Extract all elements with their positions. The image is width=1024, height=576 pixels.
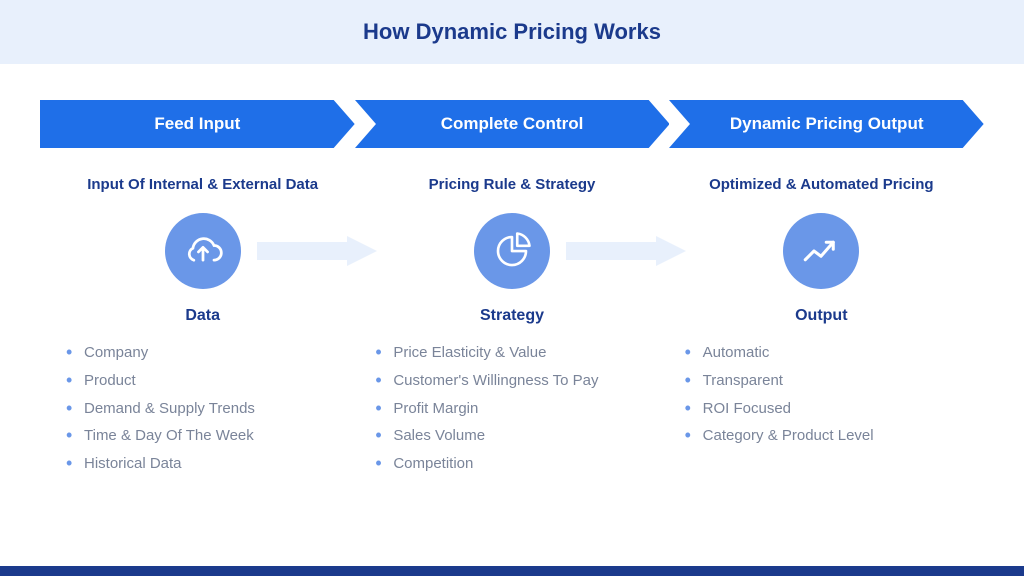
flow-arrow-icon xyxy=(566,236,686,266)
bullet-list: Price Elasticity & ValueCustomer's Willi… xyxy=(365,339,598,478)
list-item: Sales Volume xyxy=(375,422,598,450)
chevron-label: Feed Input xyxy=(146,114,248,134)
flow-arrow-icon xyxy=(257,236,377,266)
list-item: Product xyxy=(66,367,255,395)
section-label: Strategy xyxy=(480,307,544,325)
chevron-stage-2: Dynamic Pricing Output xyxy=(669,100,984,148)
column-subtitle: Input Of Internal & External Data xyxy=(87,176,318,193)
trend-up-icon xyxy=(783,213,859,289)
chevron-label: Dynamic Pricing Output xyxy=(722,114,932,134)
chevron-label: Complete Control xyxy=(433,114,592,134)
chevron-stage-1: Complete Control xyxy=(355,100,670,148)
bullet-list: CompanyProductDemand & Supply TrendsTime… xyxy=(56,339,255,478)
cloud-upload-icon xyxy=(165,213,241,289)
bullet-list: AutomaticTransparentROI FocusedCategory … xyxy=(675,339,874,450)
icon-row xyxy=(56,213,349,289)
list-item: Price Elasticity & Value xyxy=(375,339,598,367)
footer-bar xyxy=(0,566,1024,576)
list-item: Competition xyxy=(375,450,598,478)
list-item: Historical Data xyxy=(66,450,255,478)
icon-row xyxy=(675,213,968,289)
column-subtitle: Pricing Rule & Strategy xyxy=(429,176,596,193)
list-item: Profit Margin xyxy=(375,395,598,423)
column-1: Pricing Rule & Strategy Strategy Price El… xyxy=(365,176,658,478)
page-title: How Dynamic Pricing Works xyxy=(363,19,661,45)
chevron-stage-0: Feed Input xyxy=(40,100,355,148)
list-item: Demand & Supply Trends xyxy=(66,395,255,423)
chevron-row: Feed Input Complete Control Dynamic Pric… xyxy=(40,100,984,148)
column-2: Optimized & Automated Pricing Output Auto… xyxy=(675,176,968,478)
icon-row xyxy=(365,213,658,289)
columns-container: Input Of Internal & External Data Data Co… xyxy=(56,176,968,478)
column-0: Input Of Internal & External Data Data Co… xyxy=(56,176,349,478)
section-label: Data xyxy=(185,307,220,325)
list-item: Automatic xyxy=(685,339,874,367)
pie-chart-icon xyxy=(474,213,550,289)
list-item: Customer's Willingness To Pay xyxy=(375,367,598,395)
header-bar: How Dynamic Pricing Works xyxy=(0,0,1024,64)
list-item: ROI Focused xyxy=(685,395,874,423)
section-label: Output xyxy=(795,307,847,325)
list-item: Time & Day Of The Week xyxy=(66,422,255,450)
list-item: Category & Product Level xyxy=(685,422,874,450)
column-subtitle: Optimized & Automated Pricing xyxy=(709,176,933,193)
list-item: Company xyxy=(66,339,255,367)
list-item: Transparent xyxy=(685,367,874,395)
